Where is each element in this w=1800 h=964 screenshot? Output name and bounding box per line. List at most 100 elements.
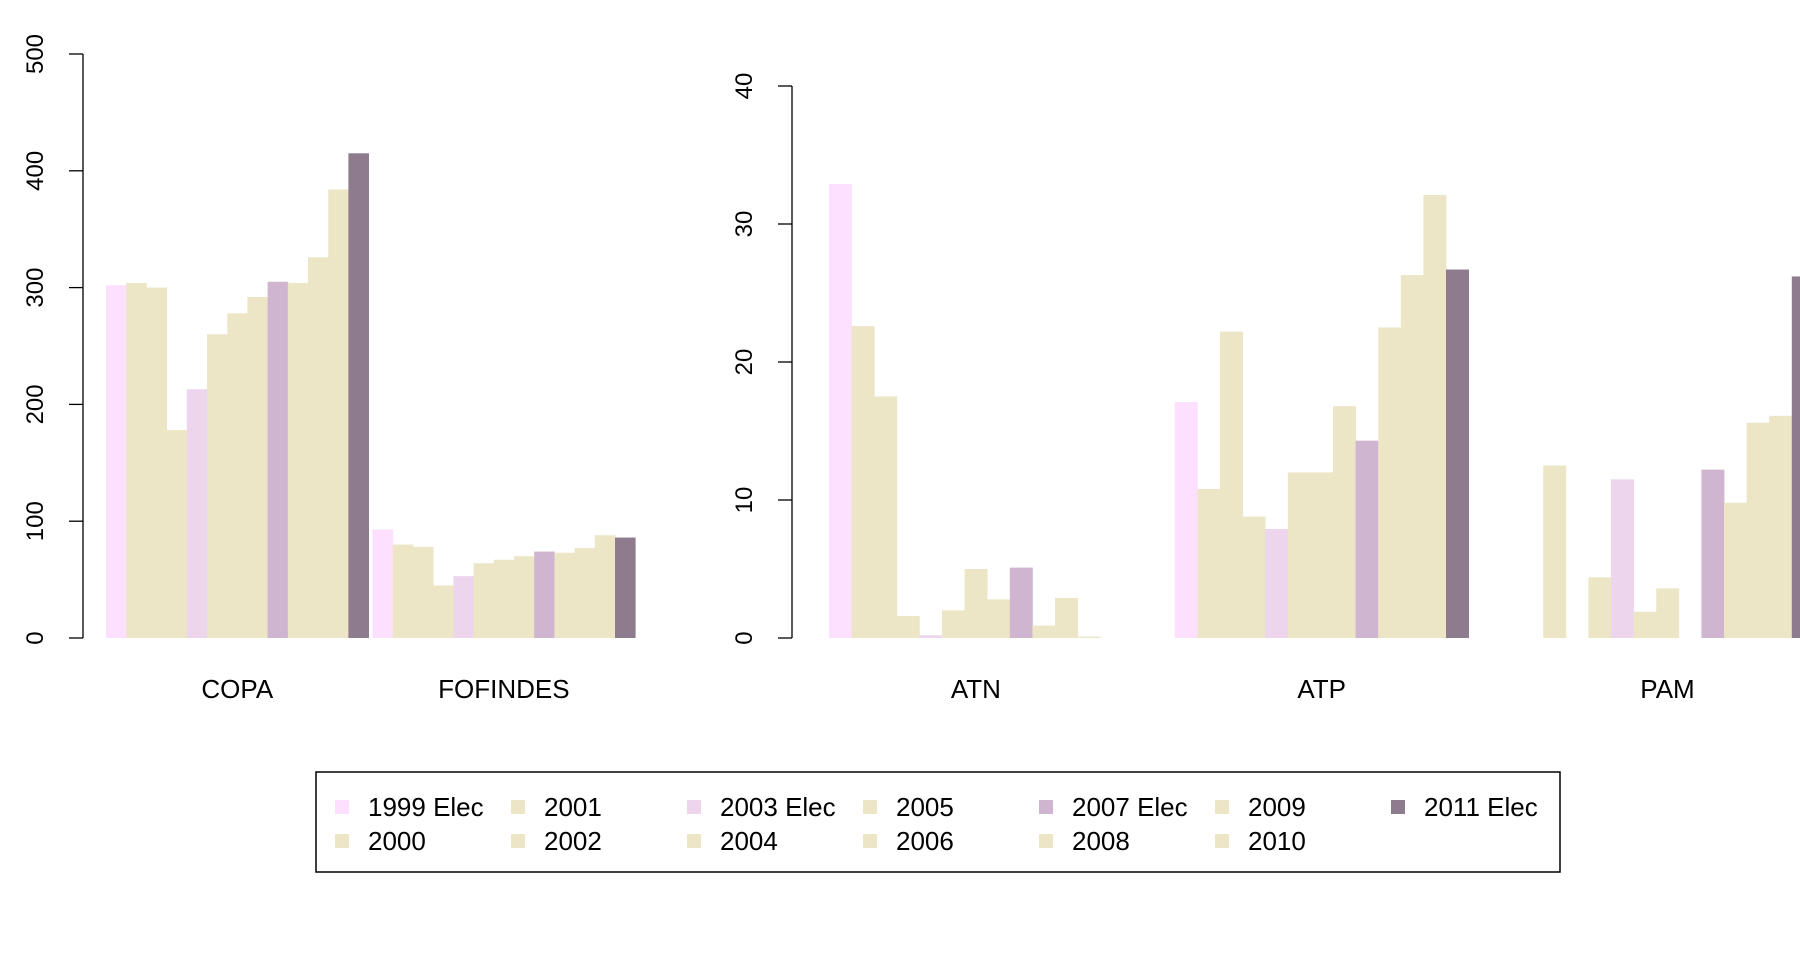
bar-copa-2003-elec [186, 389, 208, 638]
bar-atn-2003-elec [919, 635, 943, 638]
y-tick-label: 400 [22, 151, 49, 191]
legend-swatch [1215, 834, 1229, 848]
bar-copa-2006 [247, 296, 268, 638]
bar-copa-2004 [207, 334, 228, 638]
bar-atn-2002 [896, 615, 920, 638]
legend-swatch [1215, 800, 1229, 814]
chart-panel-2: 0 10 20 30 40 ATN ATP PAM [731, 73, 1800, 704]
y-tick-label: 0 [731, 631, 758, 644]
legend-label: 2000 [368, 826, 426, 856]
legend-label: 2008 [1072, 826, 1130, 856]
y-tick-label: 20 [731, 349, 758, 376]
bar-fofindes-2007-elec [534, 551, 555, 638]
bar-fofindes-2011-elec [615, 537, 636, 638]
bar-atp-2011-elec [1446, 269, 1469, 638]
legend-swatch [1039, 800, 1053, 814]
bar-fofindes-2005 [493, 559, 515, 638]
bar-atp-2008 [1378, 327, 1402, 638]
bar-copa-2010 [328, 189, 349, 638]
y-tick-label: 100 [22, 501, 49, 541]
bar-atp-2006 [1333, 406, 1356, 638]
legend-label: 2004 [720, 826, 778, 856]
legend-swatch [687, 834, 701, 848]
legend-swatch [511, 834, 525, 848]
bar-atp-2000 [1197, 488, 1221, 638]
legend-label: 2002 [544, 826, 602, 856]
bar-pam-2011-elec [1791, 276, 1800, 638]
legend-label: 2010 [1248, 826, 1306, 856]
bar-copa-2011-elec [348, 153, 369, 638]
bar-atp-2003-elec [1265, 528, 1289, 638]
bar-fofindes-2002 [433, 585, 454, 638]
legend-swatch [511, 800, 525, 814]
bar-fofindes-2001 [413, 546, 434, 638]
legend-label: 2006 [896, 826, 954, 856]
bar-pam-2010 [1769, 415, 1793, 638]
legend-label: 2003 Elec [720, 792, 836, 822]
bar-pam-2003-elec [1611, 479, 1634, 638]
legend-swatch [335, 800, 349, 814]
legend-label: 2011 Elec [1424, 792, 1538, 822]
bar-pam-2005 [1656, 588, 1680, 638]
bar-atn-2009 [1055, 597, 1078, 638]
legend-label: 2001 [544, 792, 602, 822]
y-tick-label: 30 [731, 211, 758, 238]
bar-copa-2002 [166, 430, 188, 638]
bar-pam-2002 [1588, 577, 1612, 638]
y-tick-label: 40 [731, 73, 758, 100]
bar-atp-2010 [1423, 195, 1447, 638]
bar-fofindes-2009 [574, 548, 596, 638]
legend-label: 2009 [1248, 792, 1306, 822]
bar-atn-2007-elec [1009, 567, 1033, 638]
legend-label: 2007 Elec [1072, 792, 1188, 822]
bar-copa-2001 [146, 287, 167, 638]
bar-copa-2000 [126, 282, 147, 638]
bar-atn-2001 [874, 396, 898, 638]
x-category-label: ATN [951, 674, 1001, 704]
legend-box [315, 771, 1561, 873]
bar-pam-2000 [1543, 465, 1567, 638]
bar-fofindes-2004 [473, 563, 495, 638]
x-category-label: ATP [1297, 674, 1346, 704]
bar-atn-2008 [1032, 625, 1056, 638]
bar-pam-2009 [1746, 422, 1770, 638]
bar-pam-2007-elec [1701, 469, 1725, 638]
bar-atp-2001 [1220, 331, 1243, 638]
bar-atn-2004 [942, 610, 965, 638]
legend-swatch [1391, 800, 1405, 814]
legend-swatch [687, 800, 701, 814]
bar-atp-2005 [1310, 472, 1334, 638]
bar-atn-1999-elec [829, 183, 852, 639]
legend-label: 2005 [896, 792, 954, 822]
bar-atp-2004 [1287, 472, 1311, 638]
bar-atn-2010 [1077, 636, 1101, 638]
x-category-label: FOFINDES [438, 674, 569, 704]
legend-swatch [1039, 834, 1053, 848]
x-category-label: PAM [1640, 674, 1694, 704]
y-tick-label: 10 [731, 487, 758, 514]
bar-atp-1999-elec [1174, 402, 1198, 638]
bar-pam-2008 [1724, 502, 1747, 638]
chart-panel-1: 0 100 200 300 400 500 COPA FOFINDES [22, 34, 636, 704]
bar-fofindes-2000 [392, 544, 414, 638]
y-tick-label: 500 [22, 34, 49, 74]
x-category-label: COPA [201, 674, 273, 704]
bar-fofindes-2010 [594, 535, 616, 638]
bar-copa-2008 [287, 282, 309, 638]
bar-atp-2009 [1400, 275, 1424, 638]
bar-pam-2004 [1633, 611, 1657, 638]
bar-atp-2007-elec [1355, 440, 1379, 638]
bar-fofindes-2008 [554, 552, 575, 638]
legend-label: 1999 Elec [368, 792, 484, 822]
bar-atn-2005 [964, 569, 988, 638]
bar-copa-1999-elec [106, 285, 127, 638]
bar-fofindes-1999-elec [372, 529, 394, 638]
bar-atp-2002 [1242, 516, 1266, 638]
legend: 1999 Elec 2000 2001 2002 2003 Elec 2004 2005 20… [315, 771, 1561, 873]
bar-atn-2000 [851, 326, 875, 638]
bar-copa-2009 [308, 257, 329, 638]
y-tick-label: 200 [22, 384, 49, 424]
legend-swatch [863, 800, 877, 814]
